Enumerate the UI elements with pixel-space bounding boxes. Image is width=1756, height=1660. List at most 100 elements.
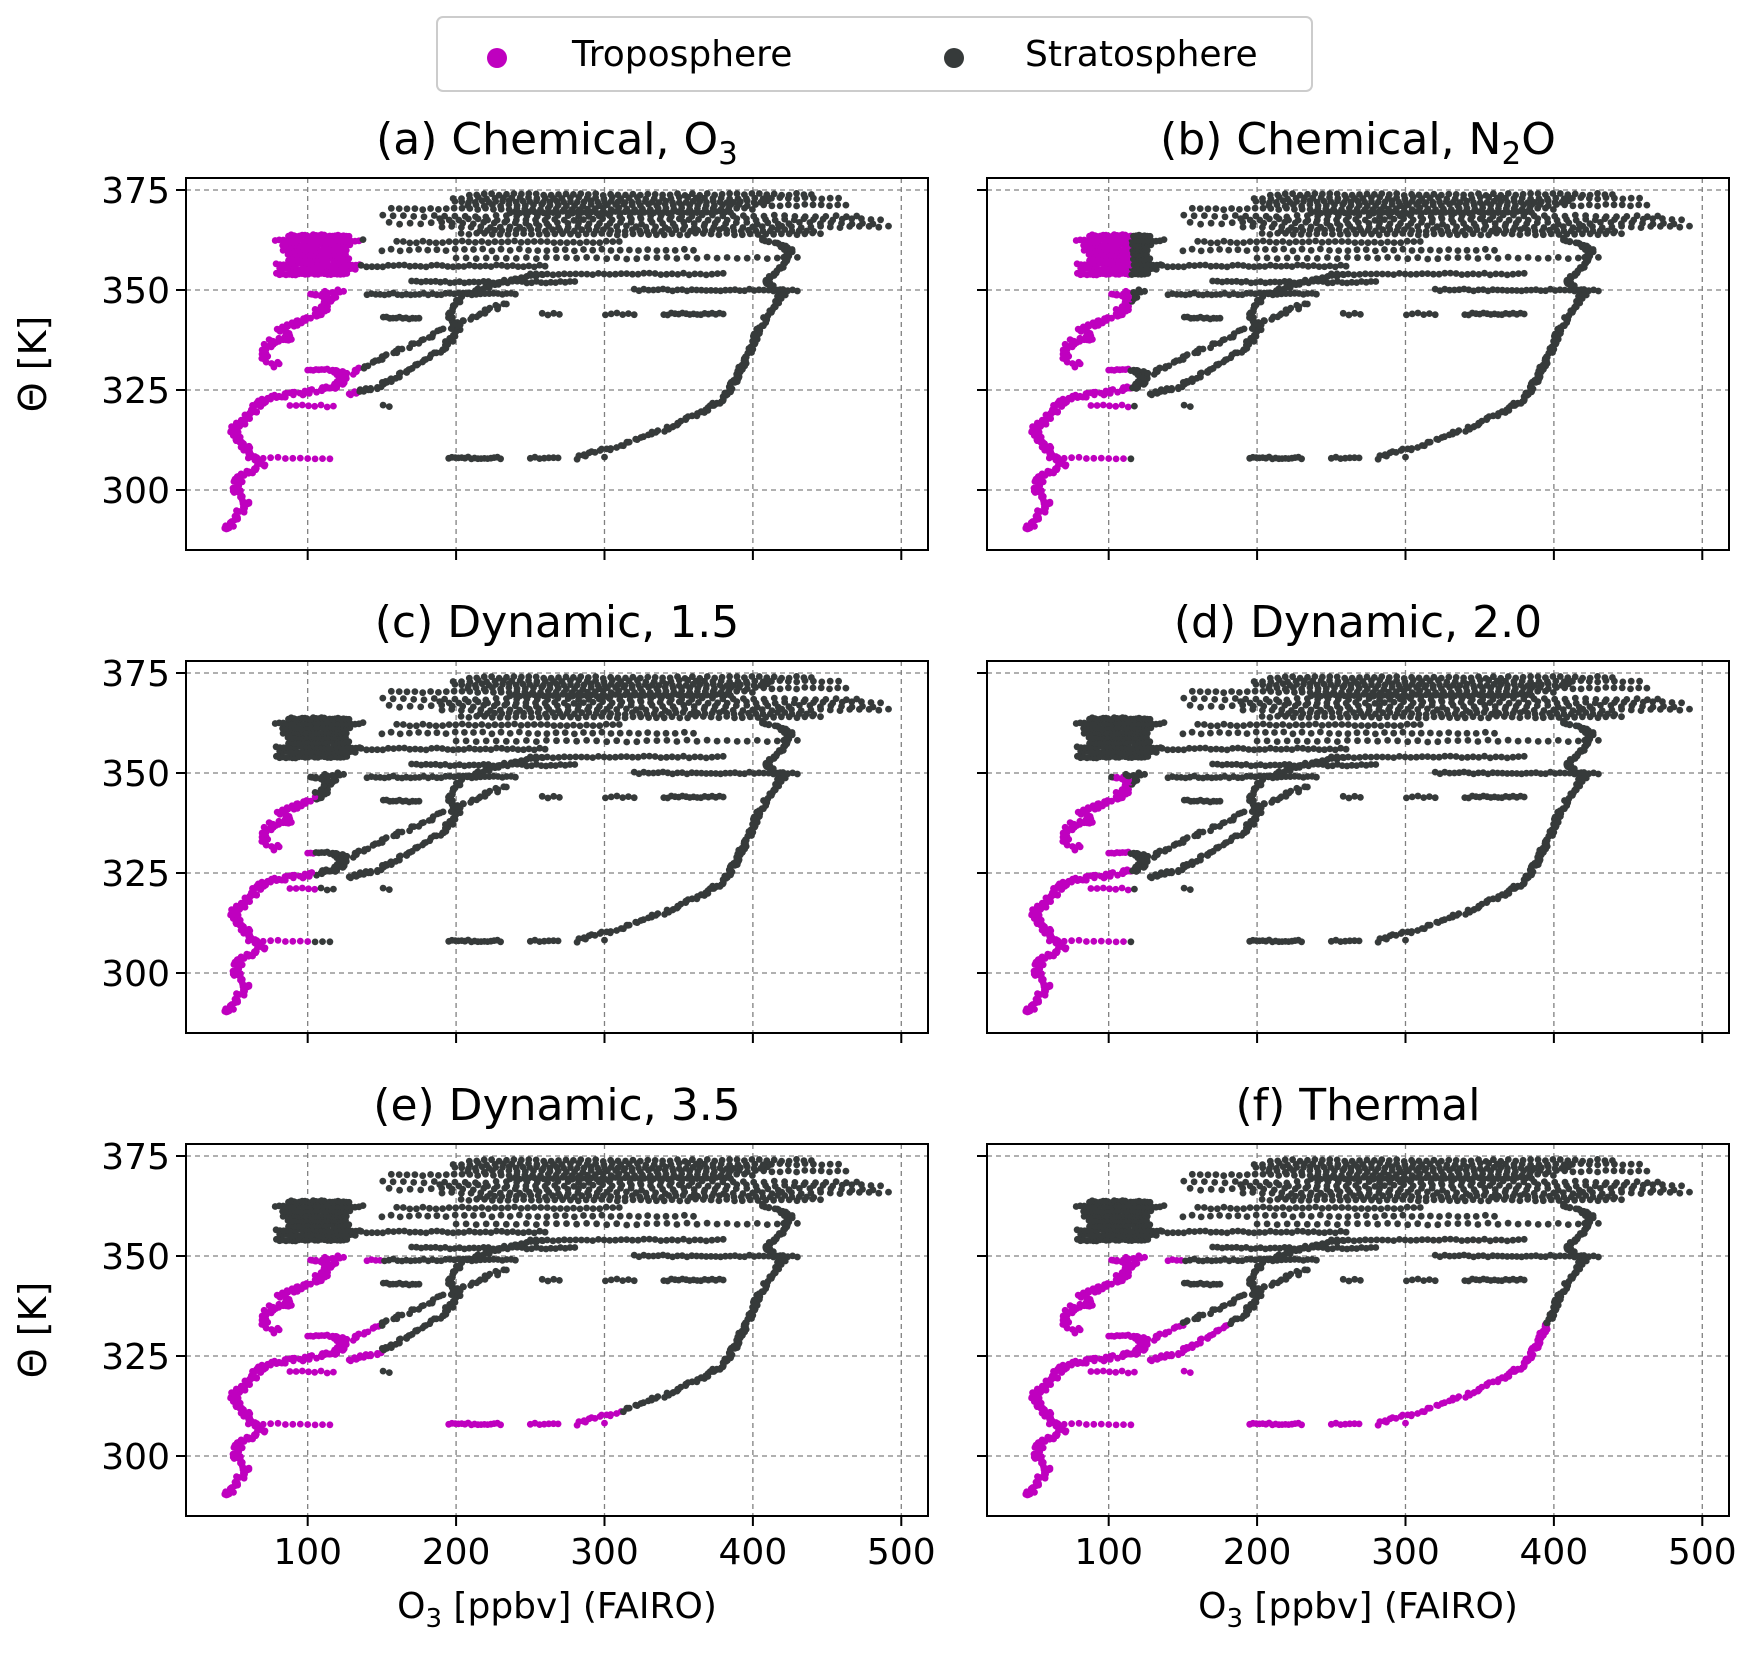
point-stratosphere (406, 246, 413, 254)
point-stratosphere (1212, 205, 1220, 213)
point-troposphere (291, 388, 298, 396)
point-stratosphere (1211, 213, 1219, 220)
point-troposphere (323, 403, 331, 411)
point-stratosphere (601, 936, 608, 944)
point-stratosphere (538, 270, 545, 278)
point-stratosphere (450, 204, 458, 212)
point-stratosphere (740, 212, 747, 220)
point-stratosphere (571, 761, 579, 768)
point-stratosphere (623, 738, 631, 746)
point-stratosphere (1344, 247, 1352, 255)
point-troposphere (245, 468, 253, 476)
point-stratosphere (760, 212, 768, 220)
point-stratosphere (616, 246, 624, 254)
point-stratosphere (1260, 317, 1268, 324)
point-stratosphere (533, 255, 540, 262)
point-stratosphere (630, 311, 638, 319)
grid (186, 178, 928, 550)
point-stratosphere (571, 247, 578, 255)
point-stratosphere (1250, 195, 1258, 202)
point-stratosphere (1520, 269, 1528, 277)
point-stratosphere (465, 231, 473, 238)
point-stratosphere (1435, 270, 1443, 278)
panel-title-tail: O (1521, 114, 1556, 165)
point-troposphere (1106, 402, 1113, 410)
point-stratosphere (1317, 245, 1324, 253)
point-stratosphere (367, 385, 375, 392)
point-stratosphere (451, 320, 459, 328)
point-stratosphere (326, 938, 334, 946)
point-stratosphere (1304, 190, 1311, 198)
point-stratosphere (673, 738, 681, 745)
point-stratosphere (1371, 191, 1378, 198)
point-stratosphere (441, 212, 448, 220)
point-stratosphere (1420, 311, 1428, 318)
point-stratosphere (826, 202, 833, 210)
point-stratosphere (1326, 247, 1333, 254)
point-stratosphere (554, 937, 562, 945)
point-stratosphere (534, 730, 542, 737)
point-stratosphere (1201, 212, 1208, 220)
point-stratosphere (449, 195, 457, 202)
point-stratosphere (1325, 238, 1333, 246)
point-stratosphere (1216, 314, 1224, 322)
point-stratosphere (607, 310, 615, 318)
point-stratosphere (1475, 271, 1483, 278)
point-stratosphere (763, 738, 771, 745)
point-stratosphere (696, 191, 704, 199)
point-stratosphere (1416, 238, 1424, 245)
point-stratosphere (640, 269, 648, 277)
point-stratosphere (644, 246, 652, 254)
point-troposphere (268, 360, 275, 367)
point-stratosphere (635, 247, 642, 254)
point-stratosphere (1574, 254, 1582, 262)
point-stratosphere (1263, 254, 1271, 262)
point-stratosphere (497, 455, 504, 463)
point-stratosphere (1252, 245, 1260, 253)
point-stratosphere (1484, 253, 1492, 261)
point-troposphere (281, 390, 289, 397)
point-stratosphere (367, 868, 375, 875)
point-stratosphere (1233, 239, 1241, 247)
point-stratosphere (593, 737, 600, 745)
point-stratosphere (420, 356, 428, 364)
point-troposphere (1101, 315, 1108, 322)
point-troposphere (1061, 340, 1069, 348)
point-stratosphere (1455, 427, 1463, 434)
point-stratosphere (681, 728, 688, 736)
point-stratosphere (382, 834, 390, 842)
point-stratosphere (1636, 194, 1643, 202)
point-stratosphere (1280, 245, 1288, 253)
point-stratosphere (1504, 190, 1512, 197)
point-stratosphere (683, 736, 691, 744)
point-stratosphere (530, 721, 538, 728)
point-stratosphere (1240, 239, 1247, 247)
point-stratosphere (654, 910, 662, 917)
point-stratosphere (719, 752, 727, 760)
point-stratosphere (445, 721, 453, 728)
point-troposphere (286, 885, 294, 892)
point-stratosphere (1345, 311, 1353, 319)
point-stratosphere (671, 247, 679, 254)
point-stratosphere (753, 737, 761, 744)
point-stratosphere (486, 787, 494, 795)
point-stratosphere (492, 212, 500, 219)
point-stratosphere (1303, 254, 1311, 262)
point-stratosphere (378, 730, 386, 738)
y-tick-label: 350 (101, 271, 170, 312)
point-troposphere (308, 386, 316, 393)
point-stratosphere (1572, 239, 1580, 247)
point-stratosphere (319, 938, 326, 945)
point-stratosphere (1133, 367, 1140, 374)
point-stratosphere (794, 254, 801, 261)
point-stratosphere (1414, 309, 1422, 317)
point-stratosphere (543, 737, 550, 744)
point-stratosphere (478, 238, 486, 245)
point-stratosphere (1464, 254, 1472, 261)
point-stratosphere (800, 191, 808, 199)
point-stratosphere (523, 737, 530, 744)
point-stratosphere (1243, 247, 1251, 255)
point-stratosphere (455, 263, 462, 270)
point-troposphere (1068, 454, 1075, 462)
point-stratosphere (613, 737, 621, 745)
